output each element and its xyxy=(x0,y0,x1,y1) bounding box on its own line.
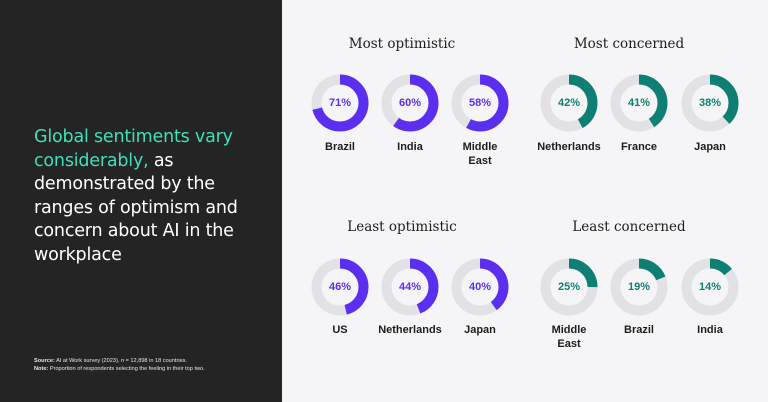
donut-svg xyxy=(381,74,439,132)
source-text: AI at Work survey (2023), n = 12,898 in … xyxy=(54,358,188,364)
donut-percent-label: 41% xyxy=(627,97,651,109)
donut-svg xyxy=(681,258,739,316)
donut-category-label: US xyxy=(332,324,348,336)
donut-percent-label: 19% xyxy=(627,281,651,293)
group-title-least-optimistic: Least optimistic xyxy=(347,219,457,235)
donut-percent-label: 46% xyxy=(328,281,352,293)
headline: Global sentiments vary considerably, as … xyxy=(34,126,270,267)
source-line: Source: AI at Work survey (2023), n = 12… xyxy=(34,357,274,365)
donut-svg xyxy=(311,74,369,132)
donut-middle-east: 25% xyxy=(539,257,599,317)
donut-netherlands: 42% xyxy=(539,73,599,133)
donut-middle-east: 58% xyxy=(450,73,510,133)
donut-chart-panel: Most optimistic 71% Brazil 60% India 58% Middl… xyxy=(282,0,768,402)
donut-value-arc-japan xyxy=(451,258,509,316)
donut-value-arc-netherlands xyxy=(540,74,598,132)
left-panel: Global sentiments vary considerably, as … xyxy=(0,0,282,402)
donut-percent-label: 38% xyxy=(698,97,722,109)
note-line: Note: Proportion of respondents selectin… xyxy=(34,365,274,373)
donut-category-label: Netherlands xyxy=(378,324,442,336)
donut-svg xyxy=(311,258,369,316)
donut-japan: 38% xyxy=(680,73,740,133)
donut-category-label: India xyxy=(397,141,423,153)
donut-brazil: 71% xyxy=(310,73,370,133)
donut-category-label: Japan xyxy=(464,324,496,336)
donut-value-arc-japan xyxy=(681,74,739,132)
donut-france: 41% xyxy=(609,73,669,133)
donut-value-arc-india xyxy=(381,74,439,132)
donut-us: 46% xyxy=(310,257,370,317)
donut-value-arc-india xyxy=(681,258,739,316)
donut-category-label: Brazil xyxy=(325,141,355,153)
donut-svg xyxy=(540,258,598,316)
donut-category-label: Middle East xyxy=(462,141,498,167)
group-title-most-optimistic: Most optimistic xyxy=(348,36,456,52)
donut-svg xyxy=(451,258,509,316)
donut-value-arc-brazil xyxy=(610,258,668,316)
group-title-most-concerned: Most concerned xyxy=(573,36,685,52)
donut-india: 60% xyxy=(380,73,440,133)
headline-rest: as demonstrated by the ranges of optimis… xyxy=(34,150,238,265)
donut-value-arc-middle-east xyxy=(540,258,598,316)
donut-percent-label: 60% xyxy=(398,97,422,109)
donut-percent-label: 44% xyxy=(398,281,422,293)
donut-percent-label: 25% xyxy=(557,281,581,293)
donut-svg xyxy=(451,74,509,132)
donut-brazil: 19% xyxy=(609,257,669,317)
donut-percent-label: 58% xyxy=(468,97,492,109)
headline-highlight: Global sentiments vary considerably, xyxy=(34,127,233,171)
note-label: Note: xyxy=(34,366,49,372)
donut-category-label: India xyxy=(697,324,723,336)
source-label: Source: xyxy=(34,358,55,364)
donut-india: 14% xyxy=(680,257,740,317)
donut-value-arc-brazil xyxy=(311,74,369,132)
donut-category-label: France xyxy=(620,141,658,153)
donut-svg xyxy=(381,258,439,316)
donut-category-label: Netherlands xyxy=(537,141,601,153)
donut-value-arc-netherlands xyxy=(381,258,439,316)
donut-category-label: Brazil xyxy=(624,324,654,336)
donut-percent-label: 71% xyxy=(328,97,352,109)
footnote: Source: AI at Work survey (2023), n = 12… xyxy=(34,357,274,373)
donut-svg xyxy=(681,74,739,132)
donut-value-arc-middle-east xyxy=(451,74,509,132)
donut-netherlands: 44% xyxy=(380,257,440,317)
donut-percent-label: 14% xyxy=(698,281,722,293)
donut-value-arc-france xyxy=(610,74,668,132)
donut-percent-label: 40% xyxy=(468,281,492,293)
donut-svg xyxy=(610,74,668,132)
donut-svg xyxy=(540,74,598,132)
donut-value-arc-us xyxy=(311,258,369,316)
donut-category-label: Japan xyxy=(694,141,726,153)
donut-category-label: Middle East xyxy=(551,324,587,350)
donut-percent-label: 42% xyxy=(557,97,581,109)
group-title-least-concerned: Least concerned xyxy=(572,219,686,235)
donut-japan: 40% xyxy=(450,257,510,317)
note-text: Proportion of respondents selecting the … xyxy=(48,366,205,372)
donut-svg xyxy=(610,258,668,316)
